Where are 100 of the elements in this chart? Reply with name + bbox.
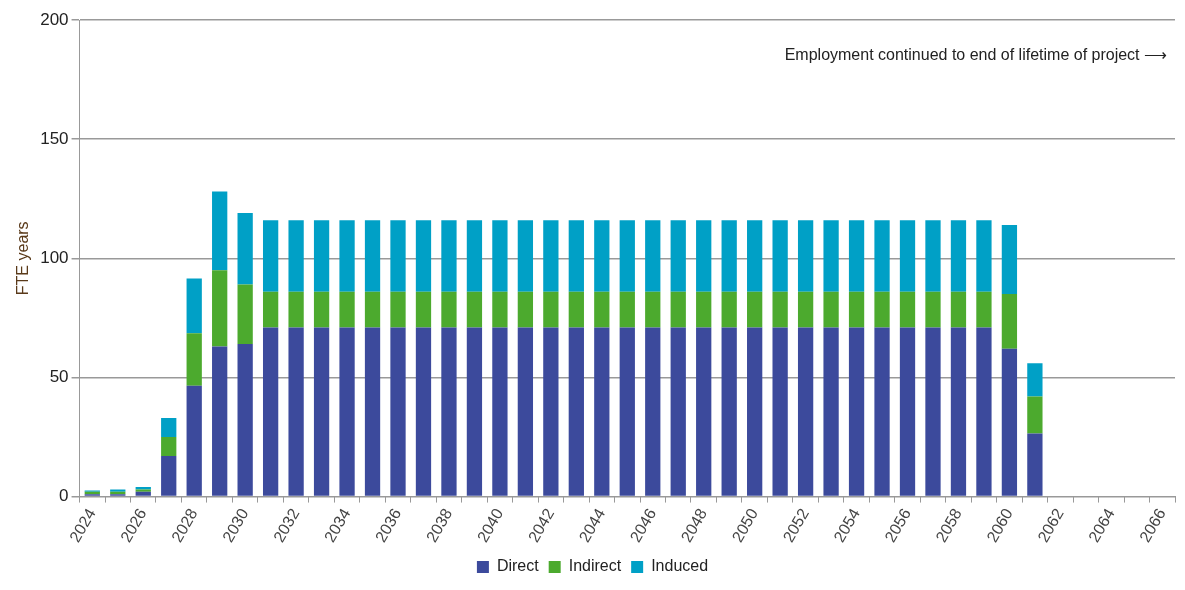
bar (492, 220, 508, 292)
bar (1001, 294, 1018, 349)
bar (237, 344, 253, 496)
bar (645, 327, 661, 496)
bar (517, 291, 534, 328)
bar (517, 327, 534, 496)
bar (441, 291, 457, 328)
bar (696, 291, 712, 328)
bar (594, 220, 610, 292)
bar (288, 327, 304, 496)
bar (543, 327, 559, 496)
legend-label: Direct (496, 557, 540, 575)
bar (797, 327, 814, 496)
bar (390, 291, 406, 328)
bar (313, 220, 330, 292)
bar (874, 327, 890, 496)
bar (925, 291, 941, 328)
annotation: Employment continued to end of lifetime of project ⟶ (784, 46, 1167, 64)
bar (848, 291, 865, 328)
bar (568, 291, 584, 328)
bar (186, 278, 202, 334)
bar (976, 220, 992, 292)
bar (772, 220, 788, 292)
bar (466, 220, 483, 292)
bar (899, 291, 916, 328)
bar (823, 327, 839, 496)
bar (288, 291, 304, 328)
bar (339, 327, 355, 496)
bar (568, 327, 584, 496)
bar (492, 291, 508, 328)
bar (645, 220, 661, 292)
bar (288, 220, 304, 292)
bar (339, 220, 355, 292)
bar (797, 220, 814, 292)
bar (466, 327, 483, 496)
bar (925, 220, 941, 292)
bar (415, 220, 432, 292)
bar (696, 220, 712, 292)
bar (721, 220, 737, 292)
bar (364, 327, 381, 496)
bar (594, 327, 610, 496)
bar (313, 291, 330, 328)
bar (543, 291, 559, 328)
bar (899, 327, 916, 496)
bar (899, 220, 916, 292)
y-tick-label: 150 (40, 128, 69, 148)
bar (1001, 224, 1018, 295)
bar (441, 220, 457, 292)
bar (747, 291, 763, 328)
bar (747, 327, 763, 496)
bar (976, 327, 992, 496)
bar (237, 284, 253, 345)
bar (645, 291, 661, 328)
legend-label: Induced (651, 557, 709, 575)
bar (772, 291, 788, 328)
bar (950, 291, 967, 328)
bar (262, 220, 279, 292)
bar (925, 327, 941, 496)
bar (161, 417, 177, 437)
bar (262, 327, 279, 496)
bar (619, 220, 635, 292)
bar (670, 291, 686, 328)
bar (670, 220, 686, 292)
bar (339, 291, 355, 328)
bar (568, 220, 584, 292)
bar (797, 291, 814, 328)
y-tick-label: 100 (40, 247, 69, 267)
bar (161, 437, 177, 457)
bar (415, 327, 432, 496)
bar (874, 291, 890, 328)
bar (696, 327, 712, 496)
bar (364, 291, 381, 328)
y-tick-label: 200 (40, 9, 69, 29)
bar (848, 327, 865, 496)
bar (976, 291, 992, 328)
bar (823, 291, 839, 328)
bar (492, 327, 508, 496)
bar (186, 333, 202, 386)
bar (186, 385, 202, 496)
bar (364, 220, 381, 292)
bar (466, 291, 483, 328)
bar (950, 327, 967, 496)
bar (874, 220, 890, 292)
bar (262, 291, 279, 328)
bar (313, 327, 330, 496)
bar (619, 327, 635, 496)
bar (135, 491, 151, 496)
bar (161, 456, 177, 496)
bar (390, 220, 406, 292)
bar (1001, 348, 1018, 496)
y-tick-label: 0 (59, 486, 69, 506)
bar (670, 327, 686, 496)
bar (237, 213, 253, 285)
bar (543, 220, 559, 292)
bar (390, 327, 406, 496)
bar (1027, 363, 1043, 397)
bar (212, 346, 228, 496)
y-tick-label: 50 (49, 367, 69, 387)
bar (747, 220, 763, 292)
y-axis-title: FTE years (14, 221, 32, 296)
